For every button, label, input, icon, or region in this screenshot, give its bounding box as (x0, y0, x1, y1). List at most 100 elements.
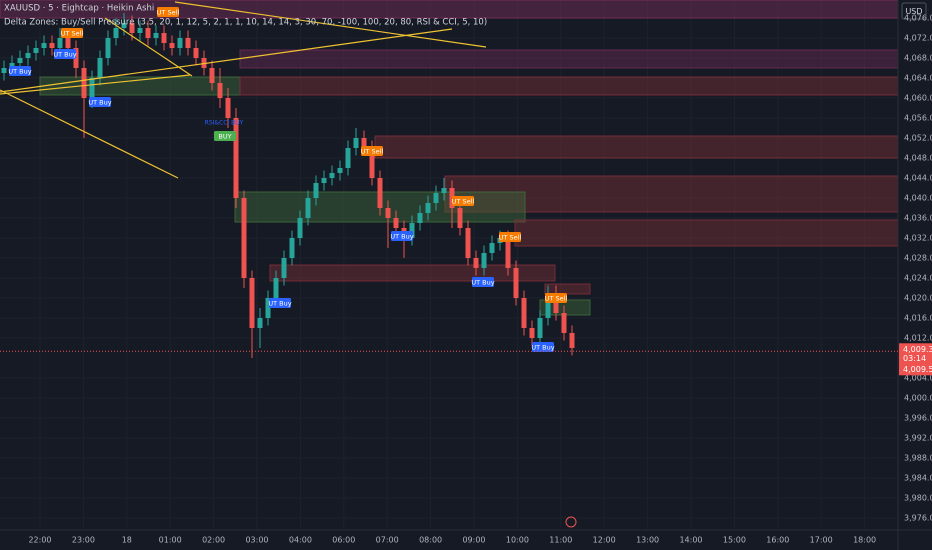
trend-line (0, 89, 179, 179)
signal-label: UT Sell (545, 295, 568, 303)
x-tick-label: 11:00 (549, 536, 572, 545)
x-tick-label: 12:00 (593, 536, 616, 545)
candle-body (249, 278, 255, 328)
y-tick-label: 4,064.00 (904, 74, 932, 83)
prev-price: 4,009.55 (903, 365, 932, 374)
trend-line (104, 17, 193, 77)
candle-body (209, 68, 215, 83)
candle-body (353, 138, 359, 148)
candle-body (297, 218, 303, 238)
signal-label: UT Sell (157, 9, 180, 17)
y-tick-label: 3,992.00 (904, 434, 932, 443)
event-icon[interactable] (565, 516, 577, 528)
y-tick-label: 4,044.00 (904, 174, 932, 183)
candle-body (473, 258, 479, 268)
price-axis (898, 0, 932, 550)
trend-line (0, 28, 453, 93)
y-tick-label: 4,000.00 (904, 394, 932, 403)
y-tick-label: 4,036.00 (904, 214, 932, 223)
y-tick-label: 4,072.00 (904, 34, 932, 43)
x-tick-label: 18 (122, 536, 132, 545)
candle-body (225, 98, 231, 118)
y-tick-label: 4,040.00 (904, 194, 932, 203)
candle-body (177, 38, 183, 48)
candle-body (537, 318, 543, 338)
zone (514, 219, 899, 247)
zone (269, 264, 556, 282)
candle-body (105, 38, 111, 58)
candle-body (481, 253, 487, 268)
candle-body (81, 68, 87, 98)
candle-body (25, 53, 31, 58)
candle-body (305, 198, 311, 218)
x-tick-label: 22:00 (28, 536, 51, 545)
candle-body (169, 43, 175, 48)
zone (239, 76, 899, 96)
signal-label: UT Sell (61, 30, 84, 38)
x-tick-label: 23:00 (72, 536, 95, 545)
candle-body (145, 28, 151, 38)
candle-body (393, 218, 399, 228)
y-tick-label: 4,068.00 (904, 54, 932, 63)
candle-body (73, 48, 79, 68)
y-tick-label: 3,984.00 (904, 474, 932, 483)
candle-body (41, 43, 47, 48)
candle-body (561, 313, 567, 333)
candle-body (361, 138, 367, 148)
candle-body (97, 58, 103, 78)
x-tick-label: 10:00 (506, 536, 529, 545)
candle-body (265, 298, 271, 318)
signal-label: UT Buy (8, 68, 31, 76)
y-tick-label: 3,980.00 (904, 494, 932, 503)
signal-badge (532, 342, 554, 352)
y-tick-label: 4,028.00 (904, 254, 932, 263)
x-tick-label: 06:00 (332, 536, 355, 545)
x-tick-label: 04:00 (289, 536, 312, 545)
y-tick-label: 4,076.00 (904, 14, 932, 23)
price-badge (899, 343, 932, 366)
x-tick-label: 15:00 (723, 536, 746, 545)
countdown: 03:14 (903, 354, 926, 363)
zone (444, 175, 899, 213)
candle-body (313, 183, 319, 198)
currency-badge[interactable] (901, 2, 927, 20)
signal-label: UT Sell (361, 148, 384, 156)
signal-label: UT Buy (531, 344, 554, 352)
candle-body (337, 168, 343, 173)
candle-body (545, 293, 551, 318)
candle-body (521, 298, 527, 328)
signal-badge (89, 97, 111, 107)
signal-badge (361, 146, 383, 156)
y-tick-label: 4,048.00 (904, 154, 932, 163)
candle-body (505, 238, 511, 268)
candle-body (465, 228, 471, 258)
candle-body (345, 148, 351, 168)
candle-body (57, 38, 63, 48)
signal-badge (9, 66, 31, 76)
candle-body (9, 63, 15, 68)
candle-body (89, 78, 95, 98)
x-tick-label: 08:00 (419, 536, 442, 545)
signal-note: RSI&CCI BUY (205, 120, 244, 127)
x-tick-label: 02:00 (202, 536, 225, 545)
candle-body (569, 333, 575, 348)
signal-badge (54, 49, 76, 59)
x-tick-label: 09:00 (462, 536, 485, 545)
y-tick-label: 4,060.00 (904, 94, 932, 103)
signal-label: UT Buy (88, 99, 111, 107)
y-tick-label: 4,020.00 (904, 294, 932, 303)
candle-body (161, 33, 167, 43)
signal-badge (545, 293, 567, 303)
x-tick-label: 13:00 (636, 536, 659, 545)
signal-label: BUY (218, 133, 231, 141)
y-tick-label: 3,996.00 (904, 414, 932, 423)
signal-label: UT Sell (499, 234, 522, 242)
x-tick-label: 18:00 (853, 536, 876, 545)
signal-label: UT Buy (268, 300, 291, 308)
candle-body (129, 23, 135, 33)
x-tick-label: 03:00 (245, 536, 268, 545)
y-tick-label: 3,988.00 (904, 454, 932, 463)
candle-body (457, 208, 463, 228)
candle-body (513, 268, 519, 298)
indicator-label: Delta Zones: Buy/Sell Pressure (3.5, 20,… (4, 18, 487, 28)
